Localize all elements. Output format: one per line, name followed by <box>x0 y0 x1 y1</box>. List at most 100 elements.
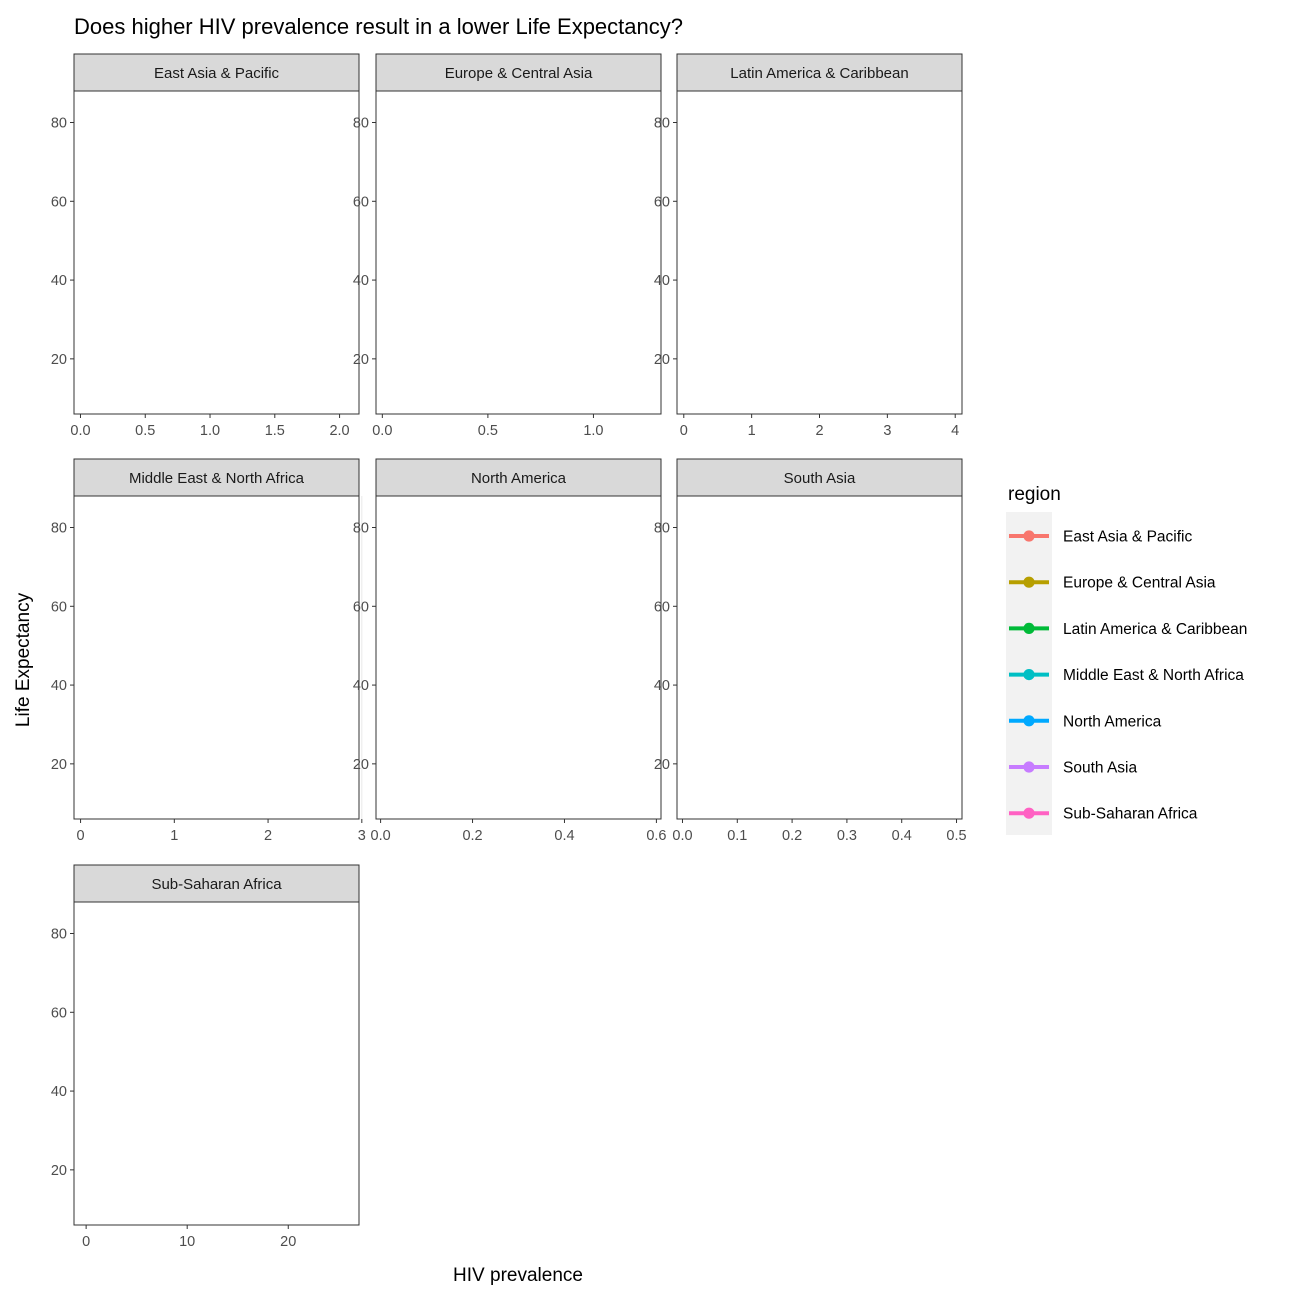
legend-label: Europe & Central Asia <box>1063 575 1216 592</box>
x-tick-label: 1.0 <box>200 423 220 439</box>
legend-item-middle-east-and-north-africa: Middle East & North Africa <box>1009 667 1244 684</box>
strip-label-europe-and-central-asia: Europe & Central Asia <box>445 65 593 82</box>
y-tick-label: 40 <box>353 678 369 694</box>
x-tick-label: 0.5 <box>946 828 966 844</box>
y-tick-label: 20 <box>51 1163 67 1179</box>
y-tick-label: 60 <box>654 599 670 615</box>
x-tick-label: 0.4 <box>554 828 574 844</box>
panel-europe-and-central-asia: Europe & Central Asia 20 40 60 80 0.0 0.5 1.0 <box>353 53 662 439</box>
panel-latin-america-and-caribbean: Latin America & Caribbean 20 40 60 80 0 1 2 3 4 <box>654 53 963 439</box>
legend-label: East Asia & Pacific <box>1063 529 1192 546</box>
y-tick-label: 80 <box>51 521 67 537</box>
x-tick-label: 10 <box>179 1234 195 1250</box>
x-tick-label: 0.0 <box>372 423 392 439</box>
strip-label-sub-saharan-africa: Sub-Saharan Africa <box>151 876 282 893</box>
y-tick-label: 80 <box>654 116 670 132</box>
panel-border <box>375 495 662 820</box>
legend-label: South Asia <box>1063 760 1137 777</box>
strip-europe-and-central-asia <box>375 53 662 92</box>
strip-south-asia <box>676 458 963 497</box>
y-tick-label: 60 <box>51 1005 67 1021</box>
legend-key-point <box>1023 715 1035 727</box>
panel-border <box>375 90 662 415</box>
y-tick-label: 60 <box>353 599 369 615</box>
legend-item-north-america: North America <box>1009 713 1162 730</box>
legend-title: region <box>1008 484 1061 505</box>
strip-north-america <box>375 458 662 497</box>
strip-east-asia-and-pacific <box>73 53 360 92</box>
legend-key-point <box>1023 807 1035 819</box>
x-tick-label: 0.0 <box>70 423 90 439</box>
x-tick-label: 1 <box>170 828 178 844</box>
y-tick-label: 40 <box>654 273 670 289</box>
y-tick-label: 40 <box>51 678 67 694</box>
legend-item-sub-saharan-africa: Sub-Saharan Africa <box>1009 806 1198 823</box>
strip-label-south-asia: South Asia <box>784 470 856 487</box>
panel-east-asia-and-pacific: East Asia & Pacific 20 40 60 80 0.0 0.5 1.0 1.5 2… <box>51 53 360 439</box>
x-axis-title: HIV prevalence <box>453 1265 583 1286</box>
x-tick-label: 1.0 <box>583 423 603 439</box>
x-tick-label: 2.0 <box>329 423 349 439</box>
y-tick-label: 20 <box>654 757 670 773</box>
x-tick-label: 0.2 <box>462 828 482 844</box>
y-tick-label: 80 <box>51 927 67 943</box>
panel-south-asia: South Asia 20 40 60 80 0.0 0.1 0.2 0.3 0.4 0.5 <box>654 458 967 844</box>
panel-north-america: North America 20 40 60 80 0.0 0.2 0.4 0.6 <box>353 458 666 844</box>
panel-sub-saharan-africa: Sub-Saharan Africa 20 40 60 80 0 10 20 <box>51 864 360 1250</box>
x-tick-label: 20 <box>280 1234 296 1250</box>
y-tick-label: 20 <box>654 352 670 368</box>
y-tick-label: 60 <box>654 194 670 210</box>
legend-label: Sub-Saharan Africa <box>1063 806 1198 823</box>
legend-key-point <box>1023 622 1035 635</box>
legend: region East Asia & Pacific Europe & Centr… <box>1006 484 1247 835</box>
legend-item-south-asia: South Asia <box>1009 760 1137 777</box>
x-tick-label: 0 <box>82 1234 90 1250</box>
x-tick-label: 0.2 <box>782 828 802 844</box>
strip-label-middle-east-and-north-africa: Middle East & North Africa <box>129 470 305 487</box>
legend-item-east-asia-and-pacific: East Asia & Pacific <box>1009 529 1192 546</box>
y-tick-label: 20 <box>353 352 369 368</box>
legend-label: Middle East & North Africa <box>1063 667 1244 684</box>
y-tick-label: 80 <box>353 116 369 132</box>
legend-key-point <box>1023 530 1035 542</box>
x-tick-label: 0.1 <box>727 828 747 844</box>
x-tick-label: 0.0 <box>371 828 391 844</box>
y-tick-label: 80 <box>353 521 369 537</box>
x-tick-label: 3 <box>358 828 366 844</box>
y-axis-title: Life Expectancy <box>13 592 34 727</box>
strip-label-latin-america-and-caribbean: Latin America & Caribbean <box>730 65 908 82</box>
x-tick-label: 0.5 <box>135 423 155 439</box>
strip-sub-saharan-africa <box>73 864 360 903</box>
y-tick-label: 40 <box>654 678 670 694</box>
y-tick-label: 40 <box>353 273 369 289</box>
legend-item-europe-and-central-asia: Europe & Central Asia <box>1009 575 1216 592</box>
x-tick-label: 0.4 <box>892 828 912 844</box>
chart-title: Does higher HIV prevalence result in a l… <box>74 14 683 39</box>
x-tick-label: 0 <box>680 423 688 439</box>
y-tick-label: 20 <box>353 757 369 773</box>
x-tick-label: 0 <box>77 828 85 844</box>
y-tick-label: 60 <box>51 599 67 615</box>
y-tick-label: 80 <box>654 521 670 537</box>
x-tick-label: 1 <box>748 423 756 439</box>
y-tick-label: 60 <box>353 194 369 210</box>
x-tick-label: 2 <box>264 828 272 844</box>
x-tick-label: 4 <box>951 423 959 439</box>
strip-middle-east-and-north-africa <box>73 458 360 497</box>
y-tick-label: 60 <box>51 194 67 210</box>
x-tick-label: 1.5 <box>265 423 285 439</box>
legend-key-point <box>1023 669 1035 681</box>
x-tick-label: 0.3 <box>837 828 857 844</box>
y-tick-label: 20 <box>51 757 67 773</box>
strip-label-east-asia-and-pacific: East Asia & Pacific <box>154 65 280 82</box>
panel-border <box>676 90 963 415</box>
y-tick-label: 40 <box>51 1084 67 1100</box>
legend-key-point <box>1023 761 1035 773</box>
x-tick-label: 0.5 <box>478 423 498 439</box>
legend-items: East Asia & Pacific Europe & Central Asia… <box>1009 529 1247 823</box>
strip-label-north-america: North America <box>471 470 567 487</box>
x-tick-label: 0.6 <box>646 828 666 844</box>
legend-item-latin-america-and-caribbean: Latin America & Caribbean <box>1009 621 1247 638</box>
